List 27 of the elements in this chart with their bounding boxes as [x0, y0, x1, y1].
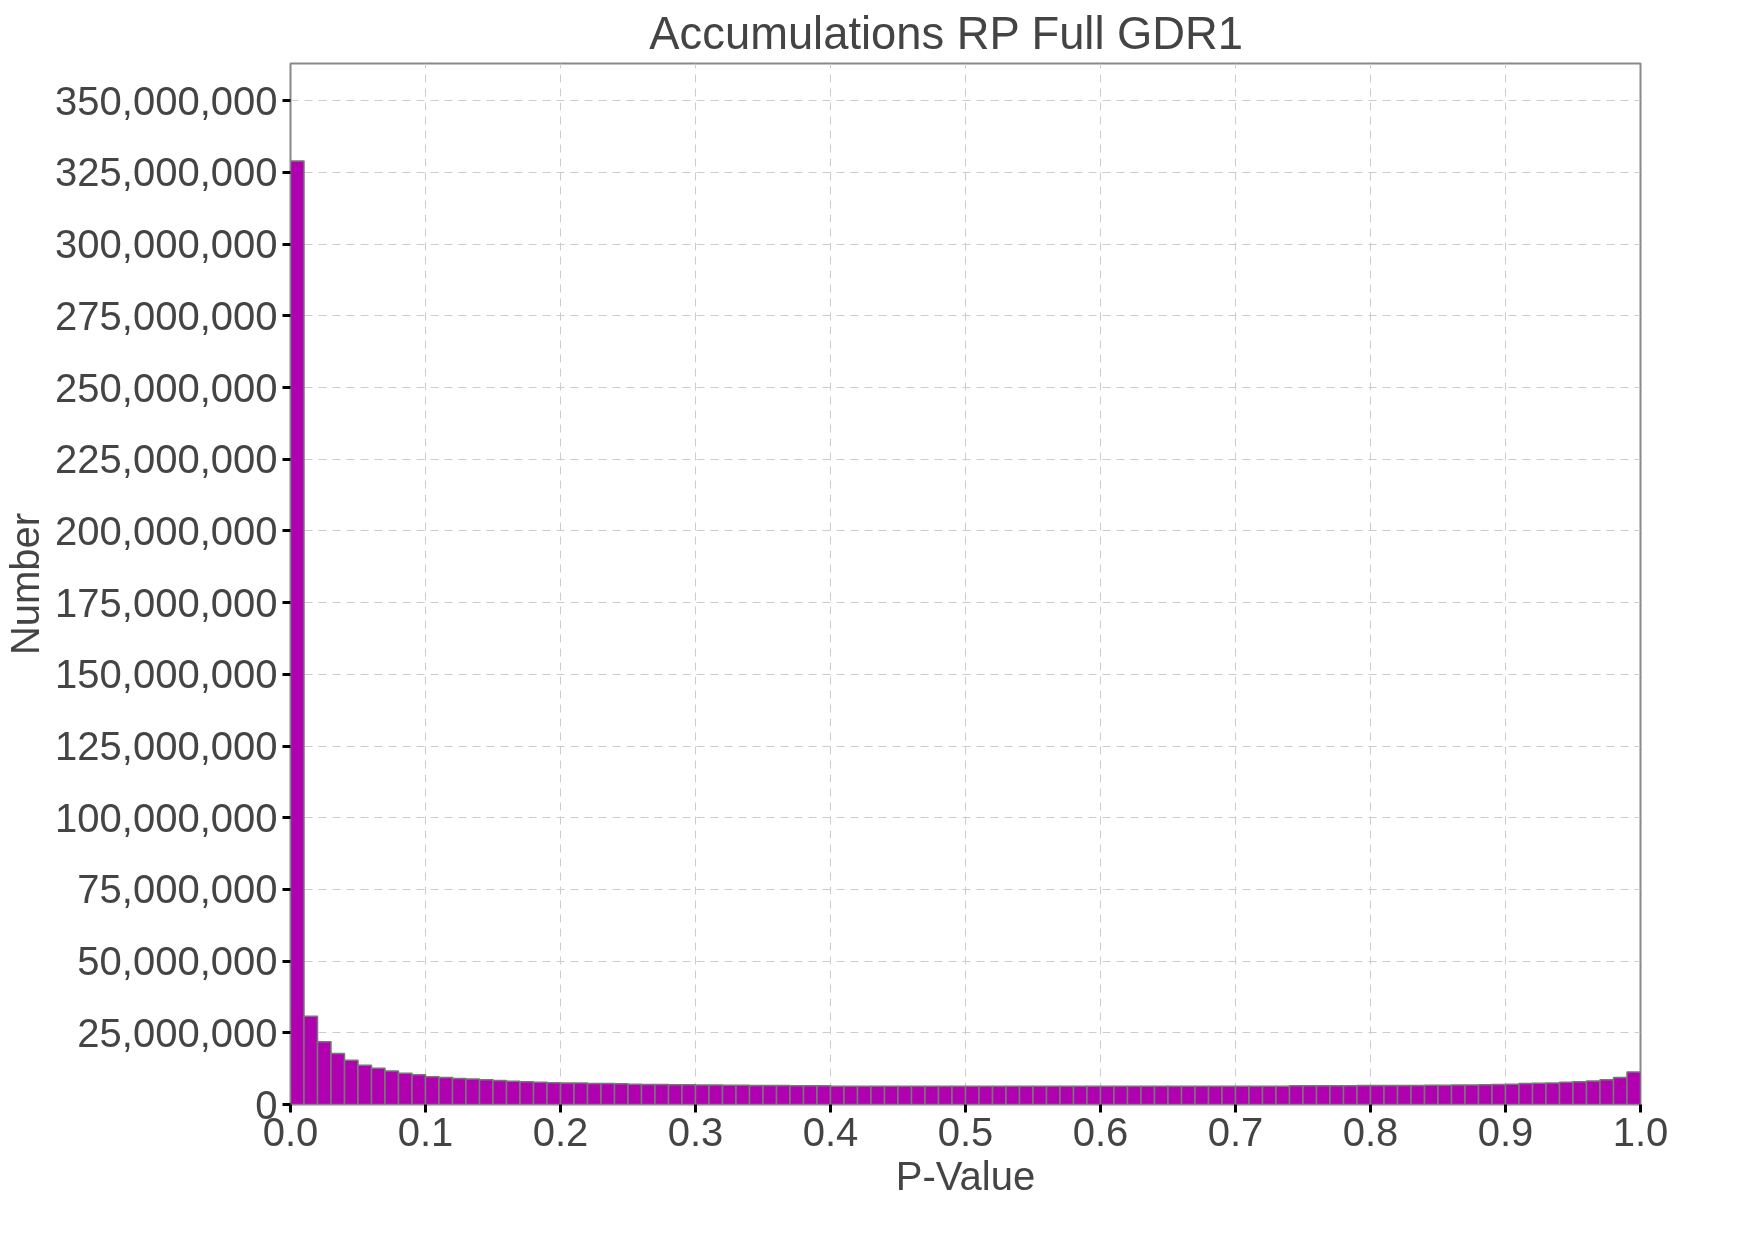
- y-tick-label: 175,000,000: [55, 580, 278, 625]
- x-tick-label: 0.6: [1072, 1109, 1129, 1154]
- y-tick-label: 275,000,000: [55, 293, 278, 338]
- x-tick-label: 1.0: [1612, 1109, 1669, 1154]
- chart-title: Accumulations RP Full GDR1: [649, 7, 1244, 59]
- x-axis-title: P-Value: [895, 1153, 1036, 1198]
- y-tick-label: 325,000,000: [55, 150, 278, 195]
- y-tick-label: 50,000,000: [77, 939, 278, 984]
- y-tick-label: 300,000,000: [55, 222, 278, 267]
- y-tick-label: 150,000,000: [55, 652, 278, 697]
- y-tick-label: 225,000,000: [55, 437, 278, 482]
- y-tick-label: 200,000,000: [55, 508, 278, 553]
- y-tick-label: 25,000,000: [77, 1010, 278, 1055]
- y-tick-label: 100,000,000: [55, 795, 278, 840]
- x-tick-label: 0.8: [1342, 1109, 1399, 1154]
- x-tick-label: 0.1: [397, 1109, 454, 1154]
- y-axis-title: Number: [3, 512, 48, 656]
- y-tick-label: 250,000,000: [55, 365, 278, 410]
- x-tick-label: 0.2: [532, 1109, 589, 1154]
- y-tick-label: 75,000,000: [77, 867, 278, 912]
- y-tick-label: 125,000,000: [55, 724, 278, 769]
- x-tick-label: 0.3: [667, 1109, 724, 1154]
- x-tick-label: 0.7: [1207, 1109, 1264, 1154]
- x-tick-label: 0.9: [1477, 1109, 1534, 1154]
- x-tick-label: 0.5: [937, 1109, 994, 1154]
- x-tick-label: 0.4: [802, 1109, 859, 1154]
- y-tick-label: 350,000,000: [55, 78, 278, 123]
